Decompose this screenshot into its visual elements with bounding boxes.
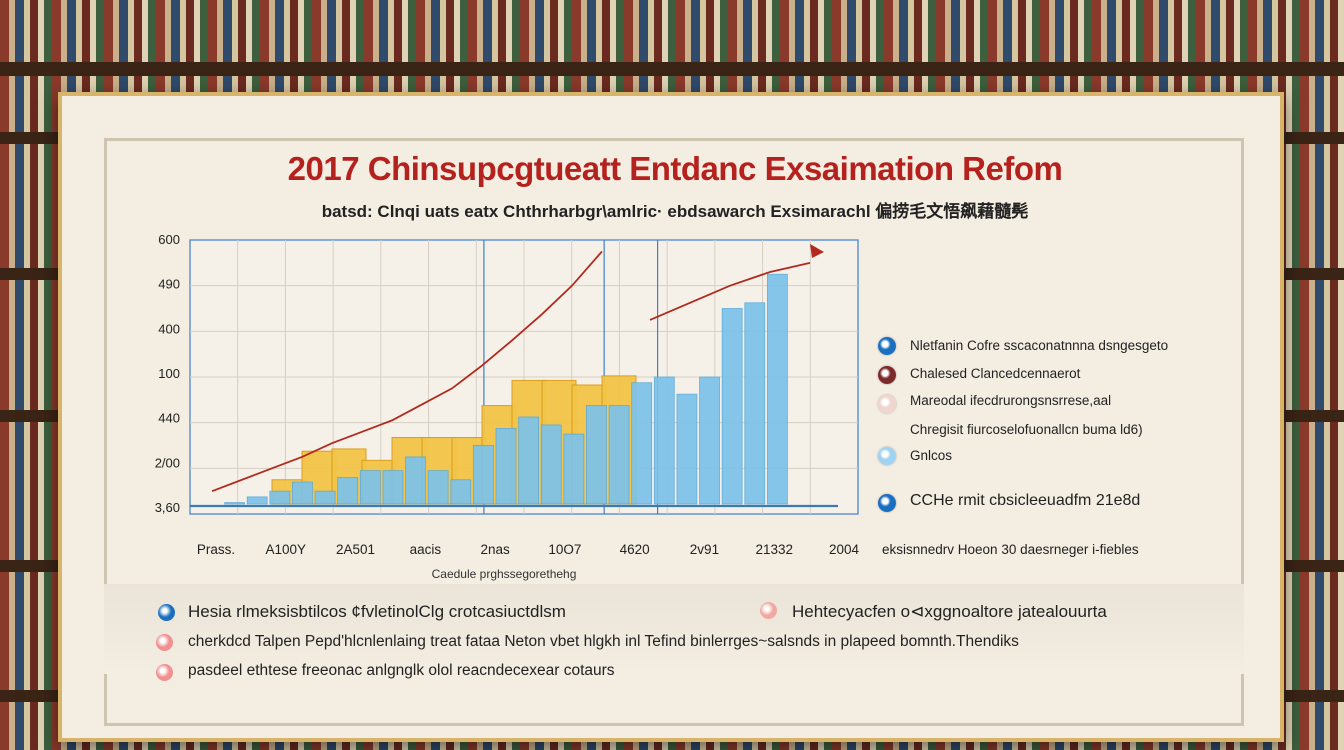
note-4: pasdeel ethtese freeonac anlgnglk olol r… [188, 662, 615, 679]
x-tick-label: 10O7 [548, 542, 581, 557]
x-tick-label: A100Y [266, 542, 307, 557]
bar-blue [721, 308, 743, 505]
bar-blue [586, 405, 607, 505]
legend-footer: eksisnnedrv Hoeon 30 daesrneger i-fieble… [882, 542, 1139, 557]
x-axis-label: Caedule prghssegorethehg [432, 567, 577, 581]
legend-label-6: CCHe rmit cbsicleeuadfm 21e8d [910, 492, 1141, 509]
bar-blue [744, 302, 766, 505]
bar-blue [337, 477, 359, 505]
bar-blue [405, 456, 426, 505]
bar-blue [540, 424, 562, 505]
inner-frame [104, 138, 1244, 726]
legend-label-5: Gnlcos [910, 448, 953, 463]
note-bullet-4 [156, 664, 173, 681]
bar-blue [359, 470, 381, 505]
note-1: Hesia rlmeksisbtilcos ¢fvletinolClg crot… [188, 602, 566, 621]
note-bullet-2 [760, 602, 777, 619]
note-2: Hehtecyacfen o⊲xggnoaltore jatealouurta [792, 602, 1107, 621]
legend-label-3: Mareodal ifecdrurongsnsrrese,aal [910, 393, 1112, 408]
bar-blue [495, 427, 517, 505]
bar-blue [608, 405, 630, 505]
bar-blue [563, 433, 585, 505]
bar-blue [631, 382, 653, 505]
x-tick-label: 2v91 [690, 542, 719, 557]
bar-chart: 600 490 400 100 440 2/00 3,60 Prass. A100Y 2A501 a… [155, 232, 860, 581]
y-tick-label: 2/00 [155, 455, 180, 470]
bar-blue [699, 376, 720, 505]
bar-blue [246, 496, 268, 505]
bar-blue [676, 393, 698, 505]
bar-blue [472, 445, 494, 505]
y-tick-label: 600 [158, 232, 180, 247]
bar-blue [382, 470, 404, 505]
x-tick-label: Prass. [197, 542, 235, 557]
note-3: cherkdcd Talpen Pepd'hlcnlenlaing treat … [188, 633, 1019, 650]
bar-blue [518, 416, 540, 505]
note-bullet-1 [158, 604, 175, 621]
legend-label-2: Chalesed Clancedcennaerot [910, 366, 1081, 381]
legend-marker-3 [878, 395, 896, 413]
y-tick-label: 400 [158, 321, 180, 336]
bar-blue [766, 273, 788, 505]
legend-label-1: Nletfanin Cofre sscaconatnnna dsngesgeto [910, 338, 1169, 353]
trend-line [211, 250, 603, 493]
x-tick-label: 2nas [480, 542, 510, 557]
trend-arrowhead [810, 244, 824, 258]
legend-marker-6 [878, 494, 896, 512]
y-tick-label: 490 [158, 277, 180, 292]
x-tick-label: aacis [410, 542, 442, 557]
bar-blue [314, 490, 336, 505]
y-tick-label: 440 [158, 411, 180, 426]
bar-blue [269, 490, 291, 505]
chart-subtitle: batsd: Clnqi uats eatx Chthrharbgr\amlri… [321, 202, 1029, 221]
bar-blue [450, 479, 472, 505]
presentation-board: 2017 Chinsupcgtueatt Entdanc Exsaimation… [58, 92, 1284, 742]
trend-line-2 [649, 261, 811, 321]
bar-blue [427, 470, 449, 505]
x-tick-label: 21332 [755, 542, 793, 557]
x-tick-label: 2A501 [336, 542, 375, 557]
y-tick-label: 100 [158, 366, 180, 381]
x-tick-label: 2004 [829, 542, 860, 557]
legend-marker-1 [878, 337, 896, 355]
x-tick-label: 4620 [620, 542, 650, 557]
bar-blue [292, 481, 313, 505]
bar-blue [653, 376, 675, 505]
legend-marker-5 [878, 447, 896, 465]
legend-label-4: Chregisit fiurcoselofuonallcn buma ld6) [910, 422, 1143, 437]
notes-band [104, 584, 1244, 674]
bar-blue [224, 502, 246, 505]
note-bullet-3 [156, 634, 173, 651]
y-tick-label: 3,60 [155, 500, 180, 515]
chart-title: 2017 Chinsupcgtueatt Entdanc Exsaimation… [287, 150, 1063, 187]
legend-marker-2 [878, 366, 896, 384]
